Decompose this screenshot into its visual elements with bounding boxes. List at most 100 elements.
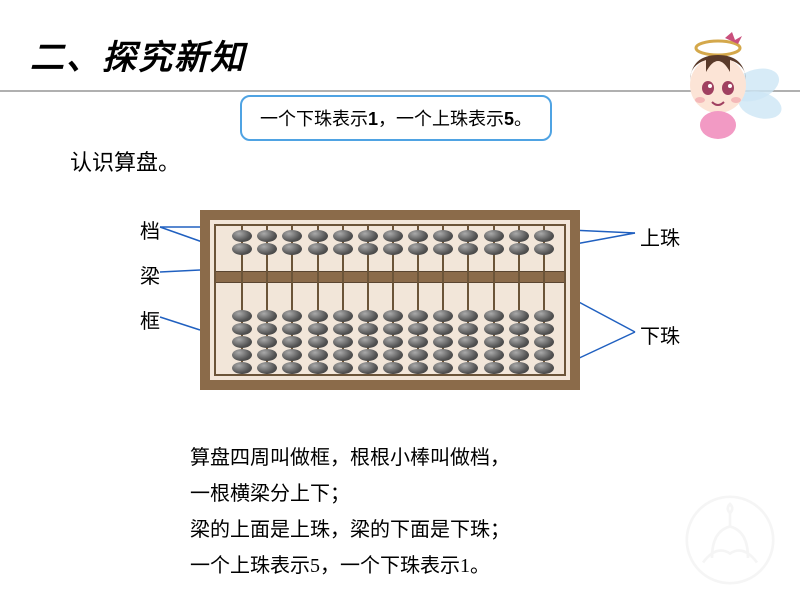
abacus-lower-bead (408, 310, 428, 322)
abacus-upper-bead (484, 230, 504, 242)
bubble-num-2: 5 (504, 109, 514, 129)
abacus-upper-bead (232, 243, 252, 255)
abacus-lower-bead (257, 336, 277, 348)
abacus-lower-bead (433, 323, 453, 335)
abacus-lower-bead (534, 349, 554, 361)
abacus-lower-bead (308, 310, 328, 322)
abacus-lower-bead (383, 323, 403, 335)
abacus-lower-bead (308, 362, 328, 374)
abacus-upper-bead (383, 230, 403, 242)
abacus-lower-bead (383, 310, 403, 322)
abacus-lower-bead (333, 336, 353, 348)
abacus-lower-bead (383, 349, 403, 361)
abacus-upper-bead (257, 230, 277, 242)
subtitle: 认识算盘。 (70, 145, 180, 177)
abacus-upper-bead (308, 243, 328, 255)
abacus-lower-bead (534, 323, 554, 335)
abacus-upper-bead (509, 230, 529, 242)
abacus-lower-bead (458, 310, 478, 322)
abacus-lower-bead (433, 349, 453, 361)
abacus-lower-bead (509, 362, 529, 374)
abacus-lower-bead (484, 349, 504, 361)
abacus-lower-bead (308, 349, 328, 361)
abacus-lower-bead (408, 336, 428, 348)
abacus-lower-bead (509, 323, 529, 335)
abacus-lower-bead (458, 349, 478, 361)
abacus-lower-bead (282, 349, 302, 361)
abacus-upper-bead (282, 230, 302, 242)
abacus-upper-bead (484, 243, 504, 255)
desc-line-3: 梁的上面是上珠，梁的下面是下珠； (190, 512, 510, 548)
abacus-upper-bead (333, 230, 353, 242)
abacus-upper-bead (458, 243, 478, 255)
section-title: 二、探究新知 (30, 30, 246, 79)
fairy-icon (670, 30, 790, 140)
abacus-lower-bead (358, 310, 378, 322)
abacus-inner (214, 224, 566, 376)
abacus-lower-bead (282, 362, 302, 374)
abacus-lower-bead (333, 349, 353, 361)
desc-line-2: 一根横梁分上下； (190, 476, 510, 512)
abacus-lower-bead (383, 362, 403, 374)
bubble-num-1: 1 (368, 109, 378, 129)
abacus-lower-bead (232, 336, 252, 348)
abacus-lower-bead (333, 323, 353, 335)
abacus-upper-bead (458, 230, 478, 242)
abacus-lower-bead (484, 323, 504, 335)
abacus-lower-bead (458, 323, 478, 335)
abacus (200, 210, 580, 390)
abacus-lower-bead (257, 310, 277, 322)
abacus-lower-bead (308, 323, 328, 335)
abacus-upper-bead (509, 243, 529, 255)
desc-line-1: 算盘四周叫做框，根根小棒叫做档， (190, 440, 510, 476)
abacus-lower-bead (232, 362, 252, 374)
abacus-lower-bead (257, 362, 277, 374)
abacus-lower-bead (408, 362, 428, 374)
abacus-upper-bead (383, 243, 403, 255)
abacus-lower-bead (333, 310, 353, 322)
abacus-lower-bead (232, 310, 252, 322)
bubble-text-2: ，一个上珠表示 (378, 109, 504, 129)
abacus-lower-bead (458, 362, 478, 374)
abacus-upper-bead (257, 243, 277, 255)
abacus-lower-bead (232, 349, 252, 361)
abacus-upper-bead (308, 230, 328, 242)
abacus-lower-bead (308, 336, 328, 348)
abacus-lower-bead (257, 349, 277, 361)
abacus-lower-bead (282, 310, 302, 322)
abacus-lower-bead (458, 336, 478, 348)
abacus-upper-bead (534, 230, 554, 242)
abacus-upper-bead (282, 243, 302, 255)
abacus-upper-bead (408, 243, 428, 255)
abacus-lower-bead (433, 362, 453, 374)
abacus-lower-bead (408, 323, 428, 335)
abacus-lower-bead (534, 362, 554, 374)
watermark-icon (685, 495, 775, 585)
abacus-lower-bead (358, 336, 378, 348)
abacus-lower-bead (333, 362, 353, 374)
description: 算盘四周叫做框，根根小棒叫做档， 一根横梁分上下； 梁的上面是上珠，梁的下面是下… (190, 440, 510, 584)
abacus-lower-bead (509, 349, 529, 361)
abacus-upper-bead (232, 230, 252, 242)
abacus-upper-bead (358, 243, 378, 255)
abacus-lower-bead (534, 336, 554, 348)
bubble-text-1: 一个下珠表示 (260, 109, 368, 129)
abacus-lower-bead (534, 310, 554, 322)
abacus-lower-bead (282, 323, 302, 335)
abacus-lower-bead (433, 336, 453, 348)
abacus-diagram: 档 梁 框 上珠 下珠 (0, 200, 800, 420)
bubble-text-3: 。 (514, 109, 532, 129)
abacus-upper-bead (333, 243, 353, 255)
abacus-upper-bead (358, 230, 378, 242)
abacus-lower-bead (484, 336, 504, 348)
abacus-lower-bead (509, 310, 529, 322)
abacus-lower-bead (383, 336, 403, 348)
abacus-lower-bead (358, 362, 378, 374)
abacus-lower-bead (257, 323, 277, 335)
abacus-lower-bead (509, 336, 529, 348)
abacus-upper-bead (534, 243, 554, 255)
abacus-lower-bead (484, 310, 504, 322)
abacus-upper-bead (433, 243, 453, 255)
abacus-lower-bead (282, 336, 302, 348)
abacus-lower-bead (433, 310, 453, 322)
